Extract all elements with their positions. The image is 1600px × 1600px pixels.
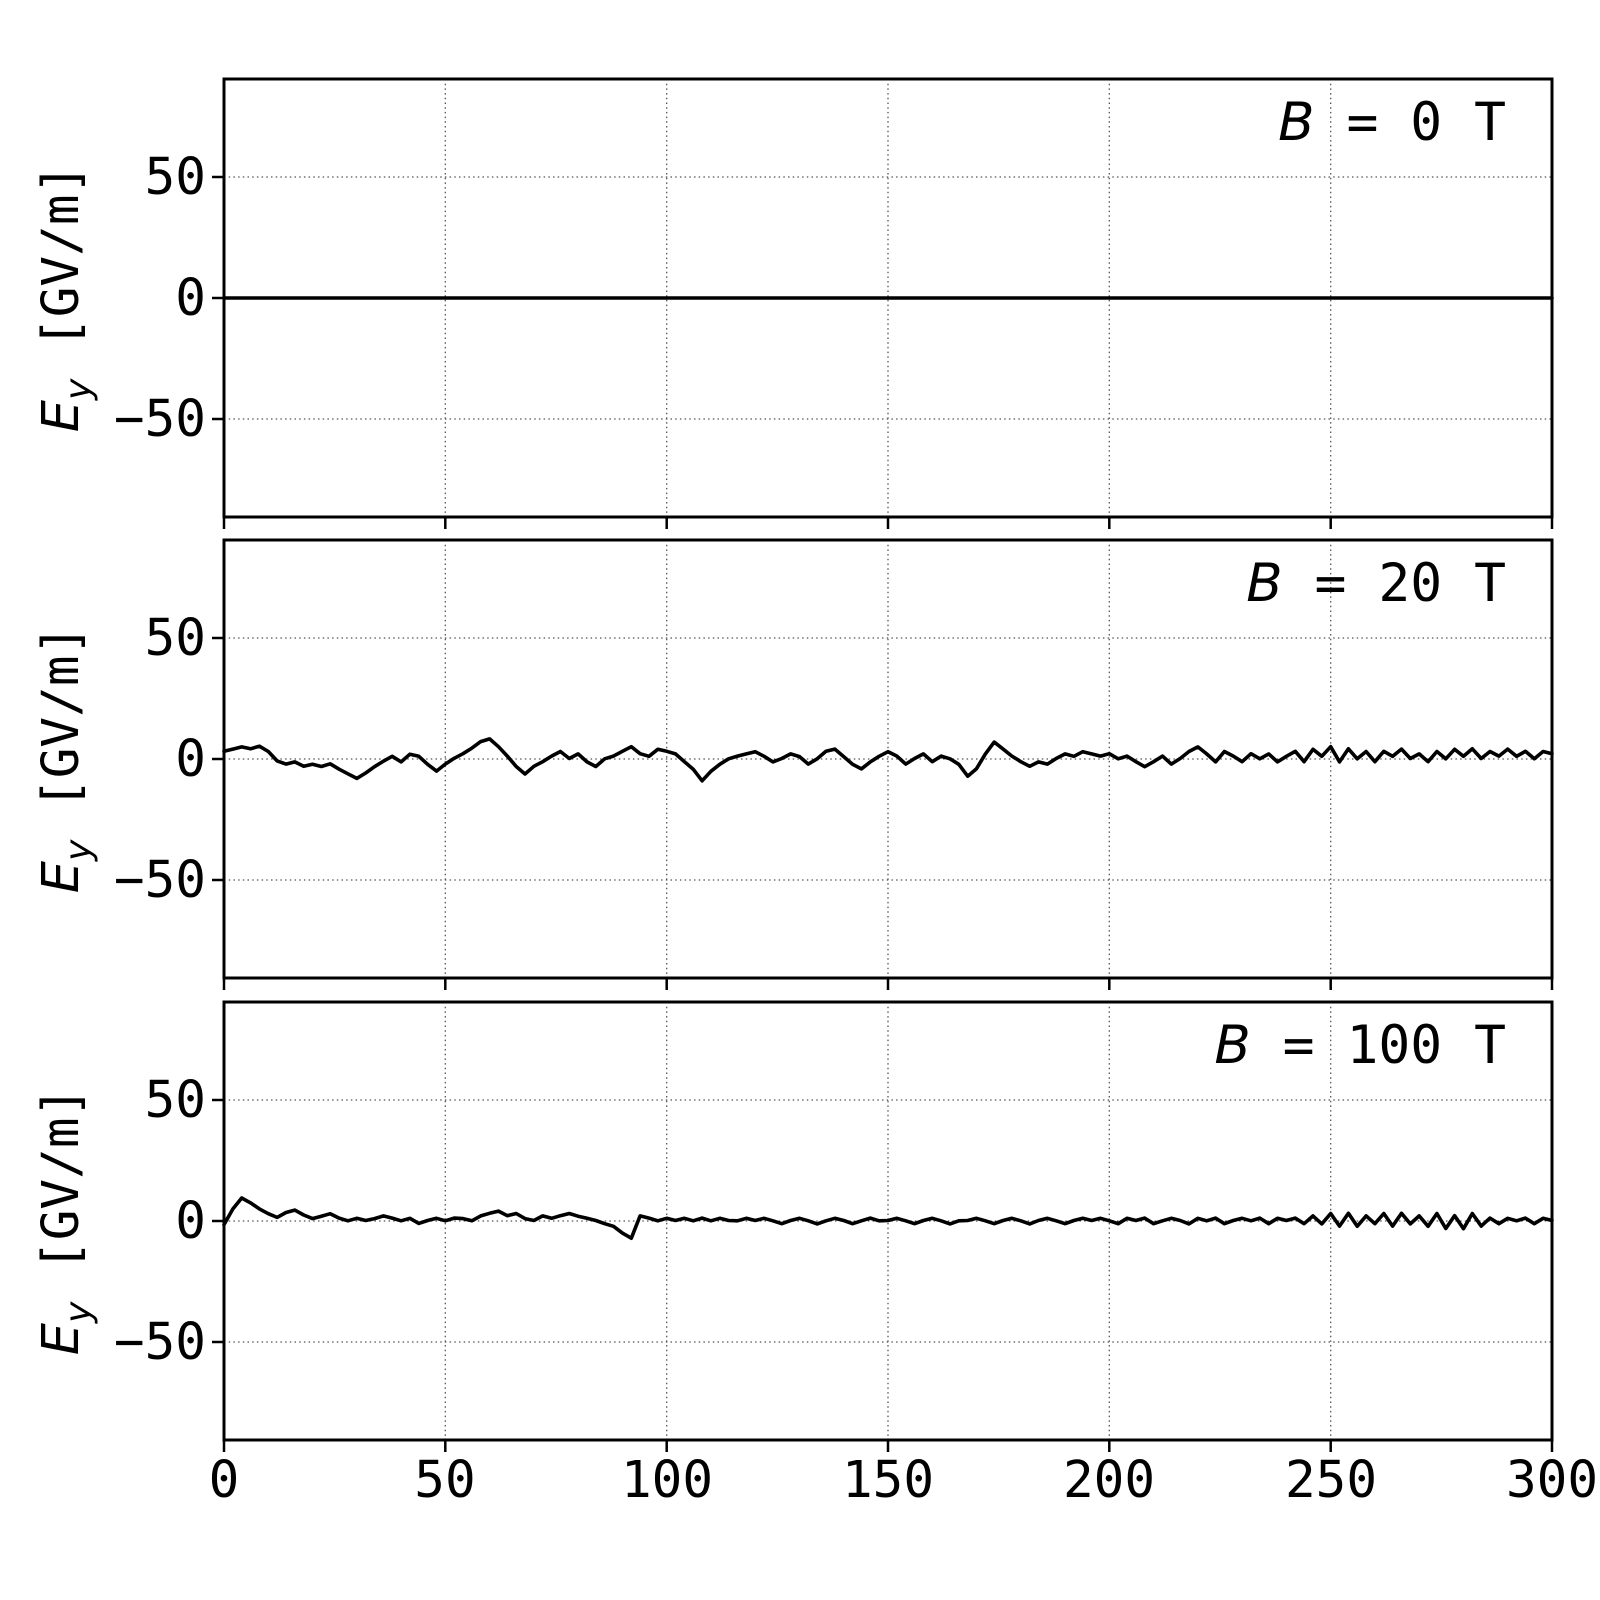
panel-title-b100: B = 100 T [1214,1015,1506,1076]
panel-title-b0: B = 0 T [1278,92,1506,153]
y-tick-label: −50 [114,1313,206,1372]
panel-B0 [212,77,1554,529]
ey-trace-B100 [222,1196,1554,1240]
y-tick-label: 0 [175,269,206,328]
y-tick-label: 0 [175,1192,206,1251]
panel-title-b20: B = 20 T [1246,553,1506,614]
x-tick-label: 100 [621,1451,713,1510]
x-tick-label: 50 [414,1451,475,1510]
y-tick-label: 0 [175,730,206,789]
y-tick-label: 50 [145,609,206,668]
ey-trace-B20 [222,737,1554,783]
y-tick-label: −50 [114,851,206,910]
x-tick-label: 0 [209,1451,240,1510]
y-tick-label: 50 [145,1071,206,1130]
y-tick-label: 50 [145,148,206,207]
y-axis-label: Ey [GV/m] [32,1087,99,1355]
x-tick-label: 250 [1285,1451,1377,1510]
panel-B20 [212,538,1554,990]
y-tick-label: −50 [114,390,206,449]
x-tick-label: 300 [1506,1451,1598,1510]
x-tick-label: 150 [842,1451,934,1510]
y-axis-label: Ey [GV/m] [32,625,99,893]
x-tick-label: 200 [1063,1451,1155,1510]
panels-group [212,77,1554,1452]
y-axis-label: Ey [GV/m] [32,164,99,432]
panel-B100 [212,1000,1554,1452]
